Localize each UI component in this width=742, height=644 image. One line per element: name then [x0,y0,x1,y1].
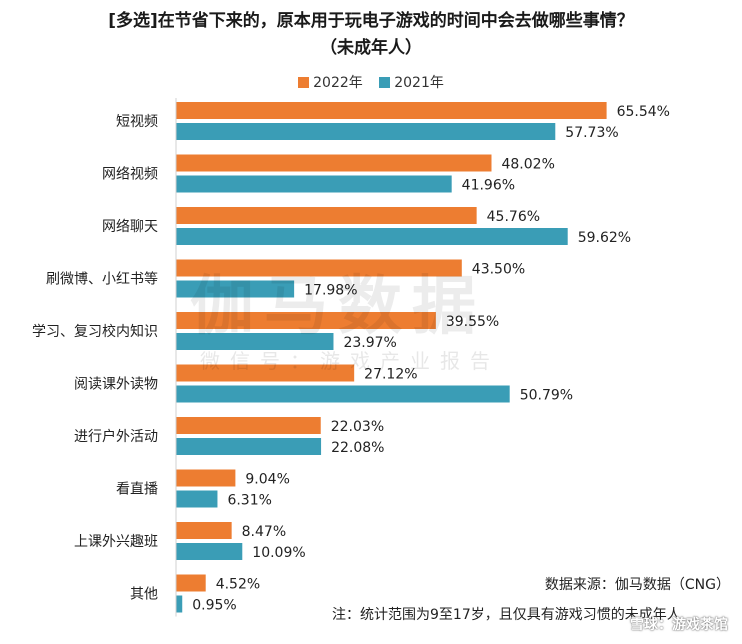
bar-2021 [176,123,556,140]
bar-2021 [176,595,183,613]
data-label: 0.95% [192,598,236,614]
brand-watermark: 雪球：游戏茶馆 [630,617,728,633]
data-label: 4.52% [216,577,260,593]
bar-2021 [176,490,218,508]
category-label: 阅读课外读物 [74,376,158,393]
data-label: 50.79% [520,388,573,404]
category-label: 看直播 [116,481,158,498]
data-label: 39.55% [446,314,499,330]
bar-2022 [176,207,477,224]
category-label: 网络视频 [102,167,158,183]
legend-label-2021: 2021年 [394,75,444,91]
source-text: 数据来源：伽马数据（CNG） [544,577,730,593]
data-label: 9.04% [245,472,289,488]
category-label: 短视频 [116,114,158,130]
bar-2021 [176,438,322,455]
legend: 2022年 2021年 [0,72,742,92]
data-label: 23.97% [343,335,396,351]
bar-2021 [176,175,452,193]
title-line-2: （未成年人） [320,38,422,58]
chart-title: [多选]在节省下来的，原本用于玩电子游戏的时间中会去做哪些事情？ （未成年人） [0,8,742,62]
data-label: 48.02% [501,157,554,173]
data-label: 65.54% [617,104,670,120]
data-label: 27.12% [364,367,417,383]
bar-2021 [176,228,568,245]
bar-2021 [176,333,334,350]
data-label: 6.31% [227,493,271,509]
data-label: 59.62% [578,230,631,246]
data-label: 17.98% [304,283,357,299]
bar-2022 [176,574,206,592]
legend-label-2022: 2022年 [313,75,363,91]
data-label: 41.96% [462,178,515,194]
category-label: 进行户外活动 [74,428,158,445]
data-label: 22.03% [331,419,384,435]
data-label: 22.08% [331,440,384,456]
category-label: 刷微博、小红书等 [46,271,158,288]
bar-2021 [176,280,295,298]
bar-2022 [176,154,492,172]
bar-2021 [176,543,243,560]
bar-2022 [176,364,355,382]
data-label: 43.50% [472,262,525,278]
category-label: 其他 [130,587,158,603]
legend-item-2021: 2021年 [379,72,444,92]
bar-2022 [176,469,236,487]
data-label: 10.09% [252,545,305,561]
category-label: 网络聊天 [102,219,158,235]
data-label: 45.76% [487,209,540,225]
data-label: 8.47% [242,524,286,540]
legend-swatch-2021 [379,77,391,88]
title-line-1: [多选]在节省下来的，原本用于玩电子游戏的时间中会去做哪些事情？ [108,11,634,31]
bar-2022 [176,102,607,119]
bar-2022 [176,259,462,277]
bar-2022 [176,417,321,434]
data-label: 57.73% [565,125,618,141]
bar-2022 [176,312,436,329]
category-label: 学习、复习校内知识 [32,323,158,340]
bar-2022 [176,522,232,539]
bar-2021 [176,385,510,403]
category-label: 上课外兴趣班 [74,534,158,550]
legend-item-2022: 2022年 [298,72,363,92]
legend-swatch-2022 [298,77,310,88]
note-text: 注：统计范围为9至17岁，且仅具有游戏习惯的未成年人 [332,607,681,623]
